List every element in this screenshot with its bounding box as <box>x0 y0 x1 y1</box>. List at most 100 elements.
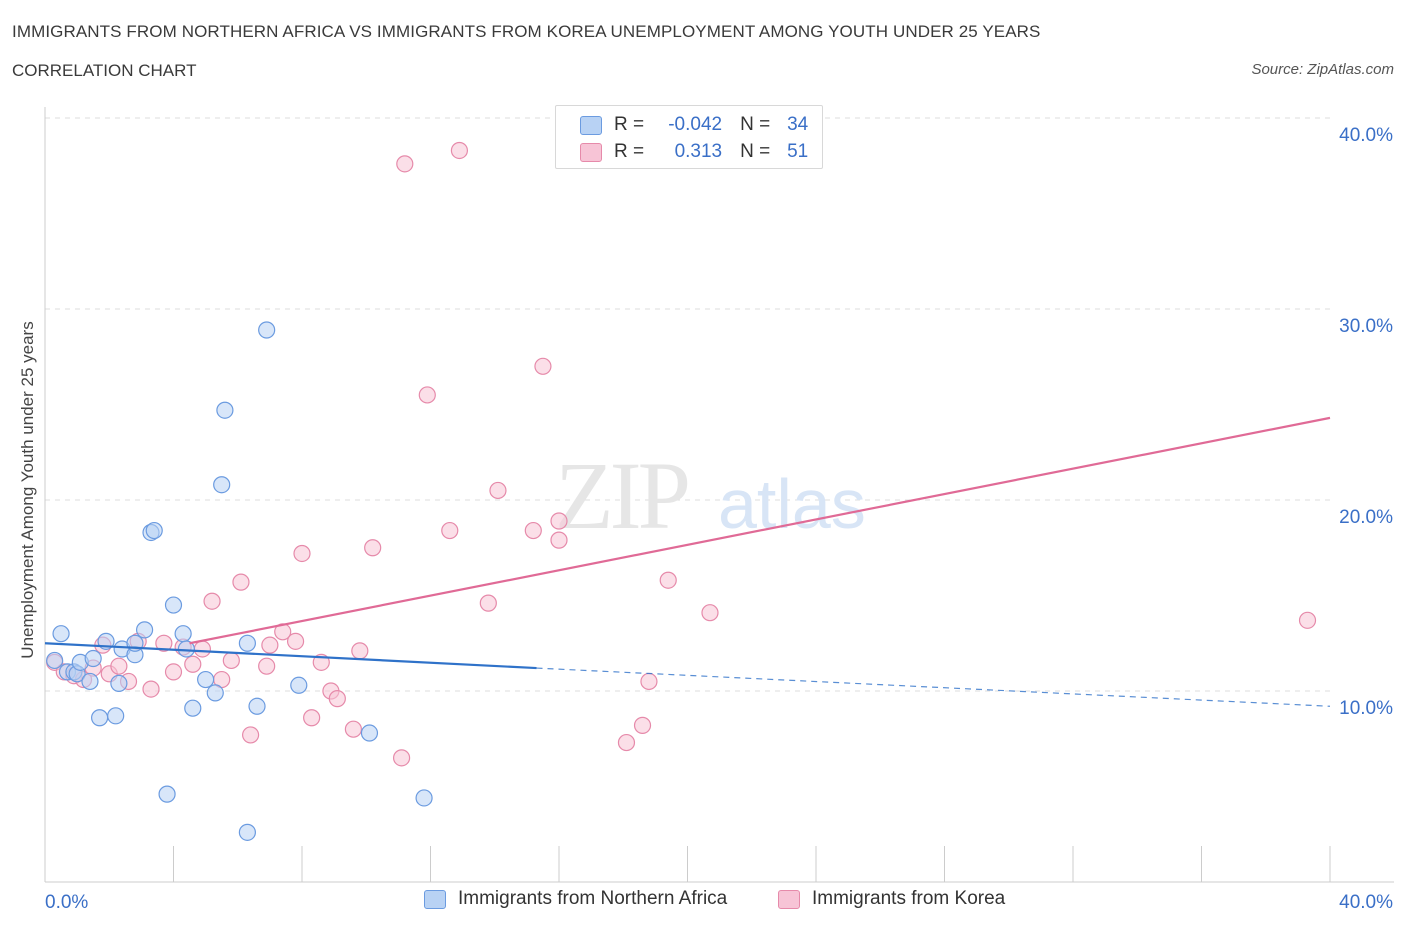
watermark-zip: ZIP <box>555 442 688 549</box>
northern-africa-point <box>213 476 231 494</box>
northern-africa-point <box>206 684 224 702</box>
trend-lines <box>44 416 1331 707</box>
korea-point <box>184 655 202 673</box>
northern-africa-point <box>248 697 266 715</box>
northern-africa-point <box>238 634 256 652</box>
stats-legend: R = -0.042 N = 34 R = 0.313 N = 51 <box>555 105 823 169</box>
legend-swatch-korea <box>778 889 800 909</box>
korea-point <box>344 720 362 738</box>
korea-point <box>534 357 552 375</box>
n-label: N = <box>740 114 771 135</box>
northern-africa-point <box>360 724 379 742</box>
northern-africa-point <box>158 785 176 803</box>
r-label: R = <box>614 141 645 162</box>
y-tick-label: 30.0% <box>1339 316 1393 337</box>
northern-africa-point <box>84 649 102 668</box>
northern-africa-point <box>290 676 308 694</box>
series-korea-points <box>46 109 1317 767</box>
korea-point <box>364 539 382 557</box>
korea-point <box>479 594 497 612</box>
korea-point <box>550 512 568 530</box>
northern-africa-point <box>107 707 125 725</box>
northern-africa-point <box>238 823 256 841</box>
grid-lines <box>45 117 1330 692</box>
korea-point <box>110 657 128 675</box>
stats-row-korea: R = 0.313 N = 51 <box>580 140 808 164</box>
r-value: -0.042 <box>668 114 723 135</box>
korea-point <box>222 651 240 670</box>
legend-item-korea: Immigrants from Korea <box>778 888 1005 910</box>
y-tick-label: 20.0% <box>1339 507 1393 528</box>
korea-point <box>701 604 719 622</box>
y-tick-label: 40.0% <box>1339 125 1393 146</box>
korea-point <box>193 640 212 658</box>
northern-africa-point <box>197 670 215 689</box>
korea-point <box>203 592 221 610</box>
northern-africa-point <box>46 651 64 670</box>
korea-point <box>286 632 305 650</box>
korea-point <box>142 680 160 698</box>
stats-row-northern-africa: R = -0.042 N = 34 <box>580 113 808 137</box>
trend-line-korea <box>189 416 1331 645</box>
korea-point <box>659 571 677 589</box>
trend-line-northern-africa <box>44 642 537 670</box>
legend-label-korea: Immigrants from Korea <box>812 888 1006 909</box>
korea-point <box>392 749 411 767</box>
x-tick-label-max: 40.0% <box>1339 892 1393 913</box>
watermark-atlas: atlas <box>718 465 866 543</box>
chart-title: IMMIGRANTS FROM NORTHERN AFRICA VS IMMIG… <box>12 22 1041 41</box>
n-value: 34 <box>787 114 809 135</box>
northern-africa-point <box>258 321 276 339</box>
korea-point <box>261 636 279 654</box>
korea-point <box>640 672 658 691</box>
northern-africa-point <box>415 789 433 807</box>
korea-point <box>232 573 250 591</box>
korea-point <box>418 386 436 404</box>
northern-africa-point <box>81 672 99 691</box>
northern-africa-point <box>216 401 234 419</box>
chart-subtitle: CORRELATION CHART <box>12 61 197 80</box>
northern-africa-point <box>135 621 154 639</box>
y-axis-label: Unemployment Among Youth under 25 years <box>18 321 37 659</box>
korea-point <box>242 726 260 744</box>
y-tick-label: 10.0% <box>1339 698 1393 719</box>
korea-point <box>441 521 459 540</box>
korea-point <box>1298 611 1317 629</box>
korea-point <box>450 141 469 160</box>
northern-africa-point <box>52 625 70 643</box>
korea-point <box>258 657 276 675</box>
northern-africa-point <box>164 596 183 614</box>
n-label: N = <box>740 141 771 162</box>
r-value: 0.313 <box>674 141 723 162</box>
legend-item-northern-africa: Immigrants from Northern Africa <box>424 888 727 910</box>
r-label: R = <box>614 114 645 135</box>
korea-point <box>396 155 414 173</box>
northern-africa-point <box>110 674 128 692</box>
korea-point <box>303 709 321 727</box>
n-value: 51 <box>787 141 809 162</box>
korea-point <box>617 733 636 752</box>
x-tick-label-min: 0.0% <box>45 892 88 913</box>
korea-point <box>328 690 346 708</box>
korea-point <box>164 663 183 681</box>
northern-africa-point <box>184 699 202 717</box>
korea-point <box>155 634 173 652</box>
legend-label-northern-africa: Immigrants from Northern Africa <box>458 888 728 909</box>
korea-point <box>524 521 542 540</box>
northern-africa-point <box>145 521 163 540</box>
northern-africa-point <box>91 709 109 727</box>
watermark: ZIP atlas <box>555 442 866 549</box>
korea-point <box>633 716 652 734</box>
swatch-northern-africa <box>580 115 602 135</box>
northern-africa-point <box>174 625 192 643</box>
axes <box>44 107 1394 883</box>
swatch-korea <box>580 142 602 162</box>
legend-swatch-northern-africa <box>424 889 446 909</box>
korea-point <box>351 642 369 660</box>
tick-labels: 10.0% 20.0% 30.0% 40.0% 0.0% 40.0% <box>45 125 1393 913</box>
trend-line-northern-africa-extension <box>536 667 1331 707</box>
source-credit: Source: ZipAtlas.com <box>1251 61 1394 78</box>
korea-point <box>489 481 507 500</box>
korea-point <box>293 544 311 563</box>
